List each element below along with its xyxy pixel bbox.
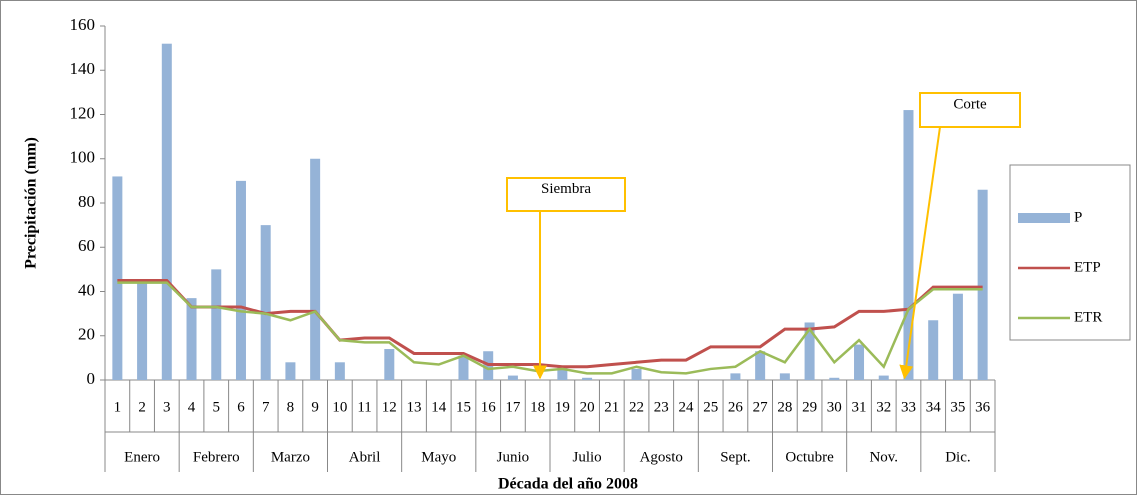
x-tick-label: 25 bbox=[703, 399, 718, 415]
x-axis-label: Década del año 2008 bbox=[498, 476, 638, 493]
group-label: Nov. bbox=[869, 449, 898, 465]
x-tick-label: 22 bbox=[629, 399, 644, 415]
bar bbox=[878, 375, 889, 380]
legend-swatch bbox=[1018, 213, 1070, 223]
bar bbox=[829, 377, 840, 380]
legend-label: P bbox=[1074, 209, 1082, 225]
x-tick-label: 20 bbox=[580, 399, 595, 415]
y-tick-label: 140 bbox=[70, 59, 96, 78]
annotation-box bbox=[506, 177, 626, 212]
group-label: Agosto bbox=[640, 449, 683, 465]
x-tick-label: 19 bbox=[555, 399, 570, 415]
bar bbox=[730, 373, 741, 380]
x-tick-label: 16 bbox=[481, 399, 497, 415]
x-tick-label: 10 bbox=[332, 399, 347, 415]
x-tick-label: 5 bbox=[213, 399, 221, 415]
x-tick-label: 2 bbox=[138, 399, 146, 415]
bar bbox=[903, 110, 914, 380]
bar bbox=[161, 43, 172, 380]
group-label: Febrero bbox=[193, 449, 240, 465]
bar bbox=[952, 293, 963, 380]
x-tick-label: 29 bbox=[802, 399, 817, 415]
group-label: Octubre bbox=[785, 449, 834, 465]
bar bbox=[137, 280, 148, 380]
y-tick-label: 120 bbox=[70, 103, 96, 122]
group-label: Mayo bbox=[421, 449, 456, 465]
x-tick-label: 23 bbox=[654, 399, 669, 415]
x-tick-label: 7 bbox=[262, 399, 270, 415]
x-tick-label: 35 bbox=[950, 399, 965, 415]
x-tick-label: 30 bbox=[827, 399, 842, 415]
bar bbox=[260, 225, 271, 380]
x-tick-label: 28 bbox=[777, 399, 792, 415]
annotation-text: Siembra bbox=[541, 181, 591, 197]
x-tick-label: 24 bbox=[678, 399, 694, 415]
y-axis-label: Precipitación (mm) bbox=[23, 137, 40, 269]
x-tick-label: 1 bbox=[114, 399, 122, 415]
bar bbox=[854, 344, 865, 380]
bar bbox=[928, 320, 939, 380]
group-label: Enero bbox=[124, 449, 160, 465]
bar bbox=[507, 375, 518, 380]
x-tick-label: 15 bbox=[456, 399, 471, 415]
y-tick-label: 80 bbox=[78, 192, 95, 211]
group-label: Julio bbox=[572, 449, 601, 465]
bar bbox=[112, 176, 123, 380]
x-tick-label: 14 bbox=[431, 399, 447, 415]
x-tick-label: 6 bbox=[237, 399, 245, 415]
group-label: Sept. bbox=[720, 449, 750, 465]
y-tick-label: 60 bbox=[78, 236, 95, 255]
x-tick-label: 33 bbox=[901, 399, 916, 415]
x-tick-label: 18 bbox=[530, 399, 545, 415]
x-tick-label: 9 bbox=[311, 399, 319, 415]
legend-label: ETR bbox=[1074, 309, 1102, 325]
x-tick-label: 27 bbox=[753, 399, 769, 415]
bar bbox=[557, 366, 568, 380]
group-label: Abril bbox=[349, 449, 381, 465]
x-tick-label: 26 bbox=[728, 399, 744, 415]
group-label: Marzo bbox=[271, 449, 310, 465]
bar bbox=[804, 322, 815, 380]
x-tick-label: 11 bbox=[357, 399, 371, 415]
x-tick-label: 4 bbox=[188, 399, 196, 415]
bar bbox=[631, 368, 642, 380]
bar bbox=[211, 269, 222, 380]
x-tick-label: 8 bbox=[287, 399, 295, 415]
bar bbox=[977, 189, 988, 380]
bar bbox=[186, 298, 197, 380]
x-tick-label: 17 bbox=[505, 399, 521, 415]
group-label: Junio bbox=[497, 449, 530, 465]
group-label: Dic. bbox=[945, 449, 970, 465]
legend-label: ETP bbox=[1074, 259, 1101, 275]
bar bbox=[310, 158, 321, 380]
bar bbox=[779, 373, 790, 380]
legend-box bbox=[1009, 164, 1131, 341]
x-tick-label: 31 bbox=[852, 399, 867, 415]
bar bbox=[458, 355, 469, 380]
bar bbox=[334, 362, 345, 380]
bar bbox=[384, 349, 395, 380]
annotation-text: Corte bbox=[953, 96, 987, 112]
bar bbox=[755, 351, 766, 380]
x-tick-label: 32 bbox=[876, 399, 891, 415]
bar bbox=[582, 377, 593, 380]
annotation-arrow bbox=[899, 126, 941, 380]
annotation-box bbox=[919, 92, 1021, 128]
x-tick-label: 3 bbox=[163, 399, 171, 415]
x-tick-label: 21 bbox=[604, 399, 619, 415]
x-tick-label: 36 bbox=[975, 399, 991, 415]
y-tick-label: 20 bbox=[78, 325, 95, 344]
x-tick-label: 12 bbox=[382, 399, 397, 415]
y-tick-label: 160 bbox=[70, 15, 96, 34]
bar bbox=[285, 362, 296, 380]
y-tick-label: 40 bbox=[78, 280, 95, 299]
line bbox=[117, 281, 983, 375]
x-tick-label: 34 bbox=[926, 399, 942, 415]
y-tick-label: 100 bbox=[70, 148, 96, 167]
y-tick-label: 0 bbox=[87, 369, 96, 388]
bar bbox=[235, 180, 246, 380]
x-tick-label: 13 bbox=[407, 399, 422, 415]
